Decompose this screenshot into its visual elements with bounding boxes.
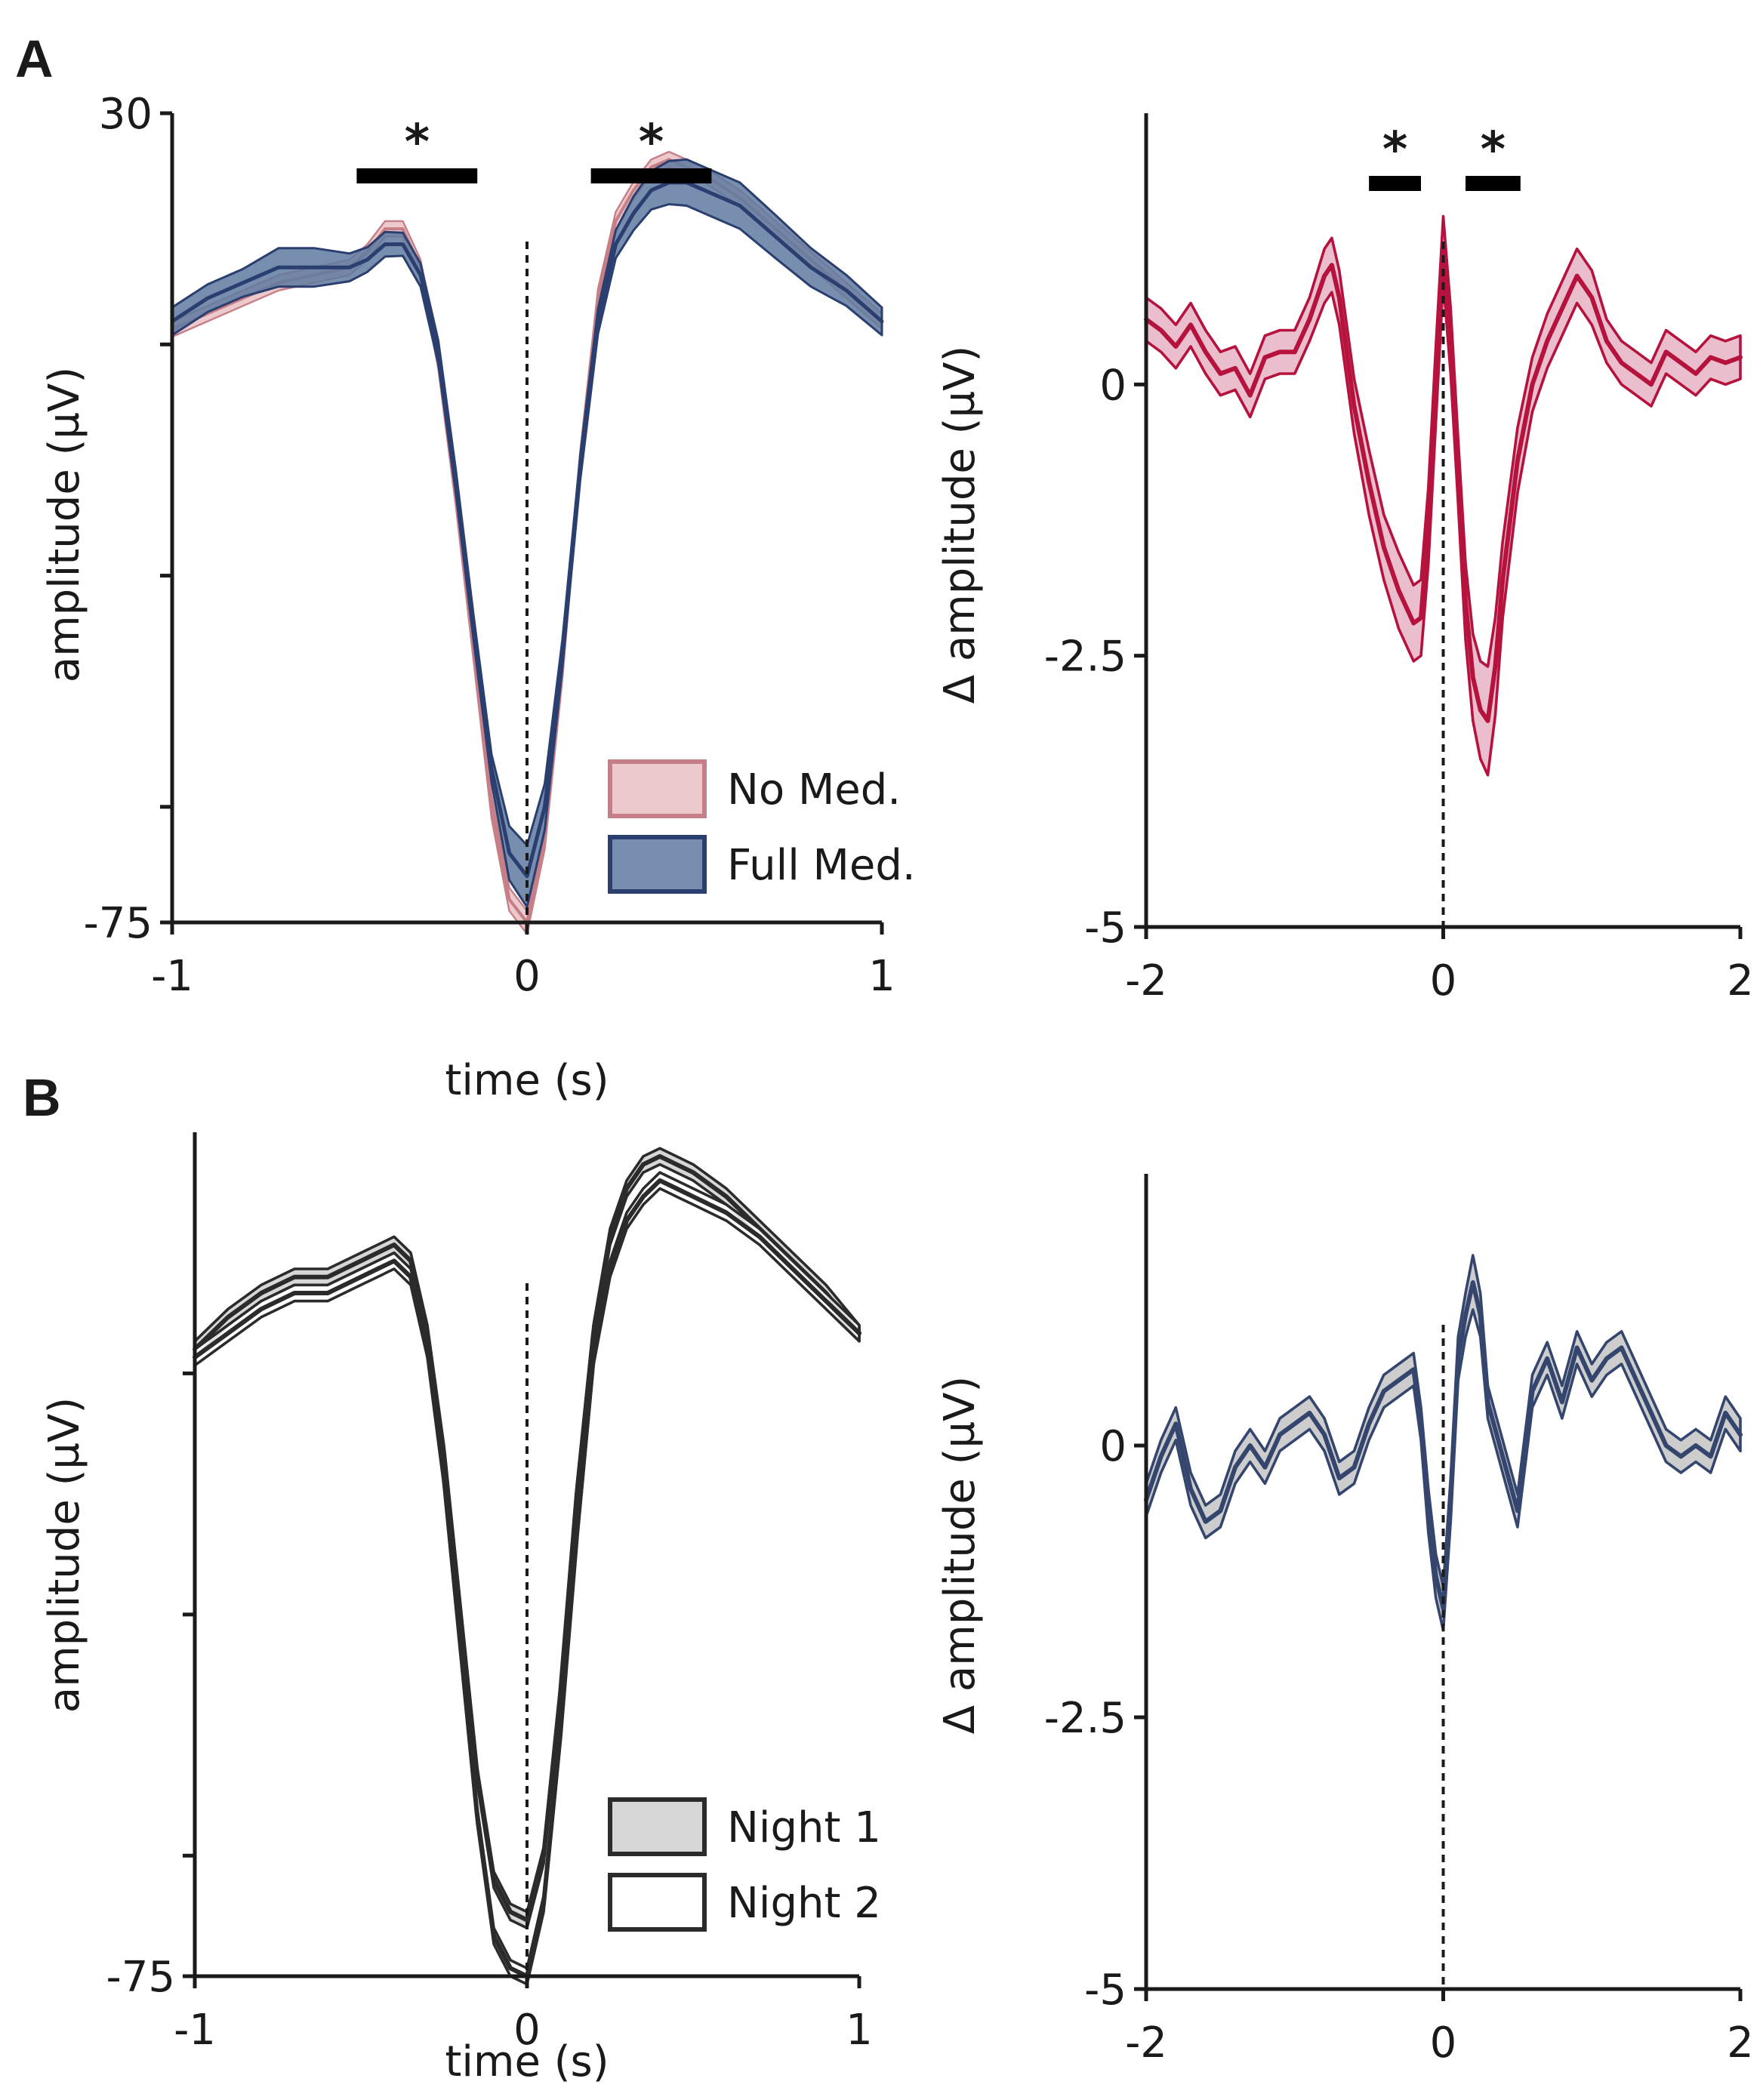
significance-bar [590,168,712,183]
legend-swatch [608,759,707,818]
x-tick-label: -2 [1125,956,1167,1005]
panel-letter-b: B [23,1068,61,1127]
significance-bar [356,168,478,183]
y-tick-label: 0 [1099,1422,1127,1471]
panel-b-left-chart: -75-1 0 1 time (s) amplitude (µV) Night 1 Nigh… [40,1132,881,2086]
x-tick-label: -1 [174,2006,216,2055]
x-tick-label: 1 [868,952,895,1001]
panel-letter-a: A [15,29,54,88]
x-axis-label: time (s) [445,2037,609,2086]
series-line-difference [1144,1280,1743,1611]
x-tick-label: 0 [513,952,541,1001]
legend-label: Full Med. [727,841,916,890]
y-tick-label: -75 [106,1953,175,2002]
significance-star: * [405,115,430,171]
y-axis-label: Δ amplitude (µV) [935,1376,985,1735]
significance-star: * [1382,122,1407,178]
y-axis-label: amplitude (µV) [40,367,89,682]
panel-b-right-chart: 0 -2.5 -5-2 0 2 Δ amplitude (µV) [935,1174,1754,2068]
y-tick-label: -75 [84,899,153,948]
significance-star: * [1481,122,1506,178]
y-axis-label: amplitude (µV) [40,1397,89,1713]
legend-label: No Med. [727,765,901,814]
legend-label: Night 2 [727,1879,881,1928]
significance-bar [1369,176,1421,191]
x-tick-label: 0 [513,2006,541,2055]
y-tick-label: 0 [1099,361,1127,410]
significance-star: * [639,115,664,171]
y-tick-label: -2.5 [1044,1694,1127,1743]
series-line-difference [1144,246,1743,723]
x-tick-label: -1 [151,952,193,1001]
x-tick-label: 2 [1727,956,1754,1005]
series-band-difference [1145,214,1742,777]
series-band-difference [1145,1254,1742,1632]
y-tick-label: -5 [1084,904,1127,953]
legend-swatch [608,1873,707,1932]
significance-bar [1466,176,1521,191]
panel-a-right-chart: 0 -2.5 -5-2 0 2 Δ amplitude (µV) * * [935,113,1754,1005]
x-tick-label: 0 [1430,956,1457,1005]
y-tick-label: 30 [99,90,153,139]
x-tick-label: 2 [1727,2018,1754,2068]
legend-swatch [608,835,707,894]
series-line-night-1 [193,1153,861,1923]
x-tick-label: 0 [1430,2018,1457,2068]
series-line-full-med- [170,180,884,879]
x-tick-label: -2 [1125,2018,1167,2068]
y-tick-label: -2.5 [1044,633,1127,682]
panel-a-left-chart: 30 -75-1 0 1 time (s) amplitude (µV) * * No Med.… [40,90,916,1105]
y-tick-label: -5 [1084,1966,1127,2015]
legend-label: Night 1 [727,1803,881,1852]
x-tick-label: 1 [846,2006,873,2055]
x-axis-label: time (s) [445,1056,609,1105]
legend-swatch [608,1797,707,1856]
y-axis-label: Δ amplitude (µV) [935,346,985,704]
